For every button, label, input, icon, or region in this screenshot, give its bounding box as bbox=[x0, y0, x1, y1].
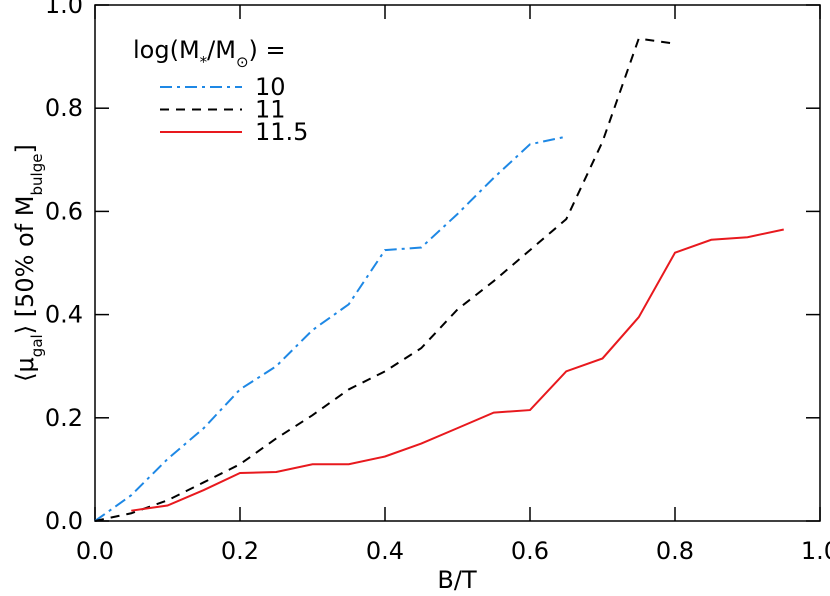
legend-title-part: * bbox=[200, 53, 208, 71]
x-tick-label: 0.2 bbox=[221, 537, 259, 565]
legend-label: 11.5 bbox=[255, 118, 308, 146]
series-line bbox=[94, 135, 567, 522]
y-axis-label-part: bulge bbox=[28, 154, 46, 196]
legend-title-part: ) = bbox=[249, 36, 286, 64]
y-axis-label-part: ] bbox=[11, 144, 39, 153]
legend-label: 11 bbox=[255, 96, 286, 124]
legend-title: log(M*/M⊙) = bbox=[133, 36, 286, 71]
y-axis-label-part: ⟩ [50% of M bbox=[11, 196, 39, 335]
y-axis-label-part: gal bbox=[28, 334, 46, 357]
x-tick-label: 0.8 bbox=[656, 537, 694, 565]
y-axis-label: ⟨μgal⟩ [50% of Mbulge] bbox=[11, 144, 46, 382]
legend-title-part: /M bbox=[207, 36, 236, 64]
series-line bbox=[131, 228, 784, 512]
y-tick-label: 1.0 bbox=[45, 0, 83, 19]
legend-title-part: ⊙ bbox=[236, 53, 249, 71]
x-tick-label: 1.0 bbox=[801, 537, 830, 565]
legend-title-part: log(M bbox=[133, 36, 200, 64]
x-tick-label: 0.6 bbox=[511, 537, 549, 565]
series-line bbox=[94, 37, 676, 522]
x-tick-label: 0.4 bbox=[366, 537, 404, 565]
legend-label: 10 bbox=[255, 73, 286, 101]
x-tick-label: 0.0 bbox=[76, 537, 114, 565]
y-tick-label: 0.0 bbox=[45, 507, 83, 535]
y-tick-label: 0.2 bbox=[45, 404, 83, 432]
y-axis-label-part: ⟨μ bbox=[11, 357, 39, 382]
x-axis-label: B/T bbox=[437, 566, 477, 594]
plot-frame bbox=[94, 4, 821, 522]
y-tick-label: 0.8 bbox=[45, 94, 83, 122]
y-tick-label: 0.6 bbox=[45, 197, 83, 225]
y-tick-label: 0.4 bbox=[45, 301, 83, 329]
